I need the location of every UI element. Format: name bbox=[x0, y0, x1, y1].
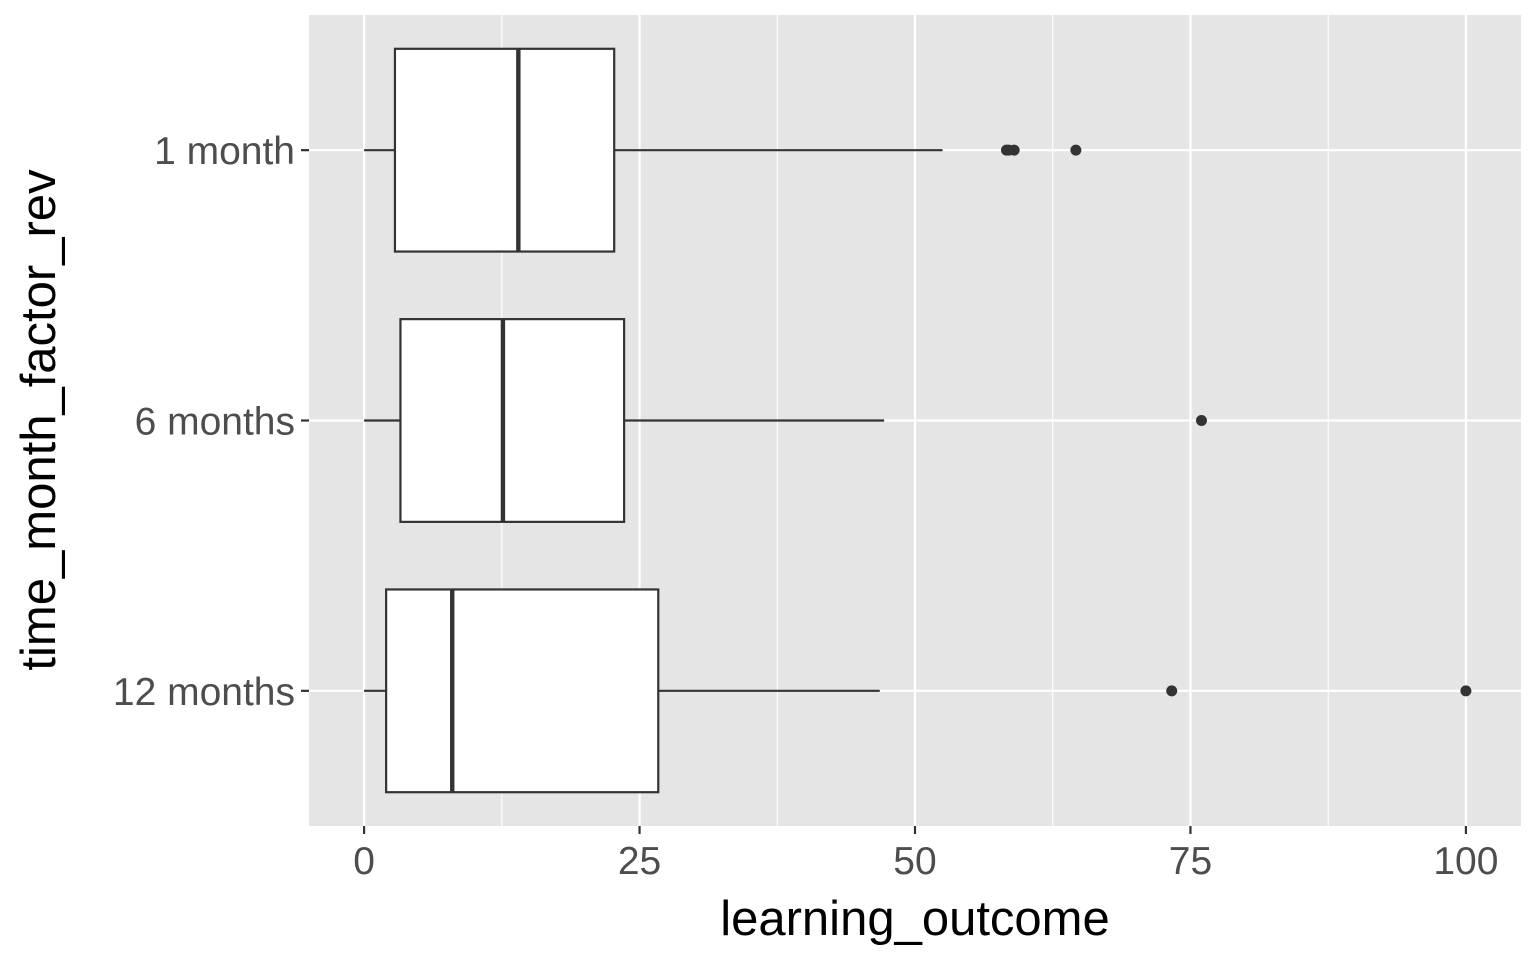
x-tick-label: 100 bbox=[1433, 840, 1498, 883]
x-tick-label: 75 bbox=[1169, 840, 1212, 883]
box-body bbox=[399, 318, 626, 523]
y-tick-label: 1 month bbox=[154, 130, 295, 173]
outlier-point bbox=[1070, 144, 1082, 156]
x-tick-label: 25 bbox=[618, 840, 661, 883]
y-tick-label: 6 months bbox=[135, 401, 295, 444]
x-axis-title: learning_outcome bbox=[720, 892, 1110, 946]
box-group bbox=[364, 318, 1207, 523]
x-tick-label: 50 bbox=[893, 840, 936, 883]
outlier-point bbox=[1195, 415, 1207, 426]
box-group bbox=[364, 588, 1472, 794]
outlier-point bbox=[1008, 144, 1020, 156]
box-body bbox=[393, 47, 616, 253]
y-axis-title: time_month_factor_rev bbox=[12, 169, 66, 671]
y-tick-label: 12 months bbox=[113, 671, 295, 714]
outlier-point bbox=[1166, 685, 1178, 697]
box-series bbox=[364, 47, 1472, 794]
box-body bbox=[385, 588, 660, 794]
box-group bbox=[364, 47, 1082, 253]
x-tick-label: 0 bbox=[353, 840, 375, 883]
outlier-point bbox=[1460, 685, 1472, 697]
axes: 0 25 50 75 100 1 month 6 months 12 months bbox=[113, 130, 1499, 883]
